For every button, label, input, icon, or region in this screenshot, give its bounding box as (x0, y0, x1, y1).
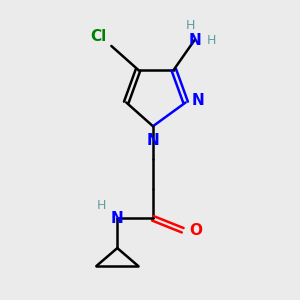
Text: Cl: Cl (91, 29, 107, 44)
Text: H: H (185, 19, 195, 32)
Text: O: O (189, 223, 202, 238)
Text: N: N (192, 94, 204, 109)
Text: N: N (147, 133, 159, 148)
Text: H: H (207, 34, 216, 46)
Text: N: N (111, 211, 124, 226)
Text: N: N (188, 32, 201, 47)
Text: H: H (97, 199, 106, 212)
